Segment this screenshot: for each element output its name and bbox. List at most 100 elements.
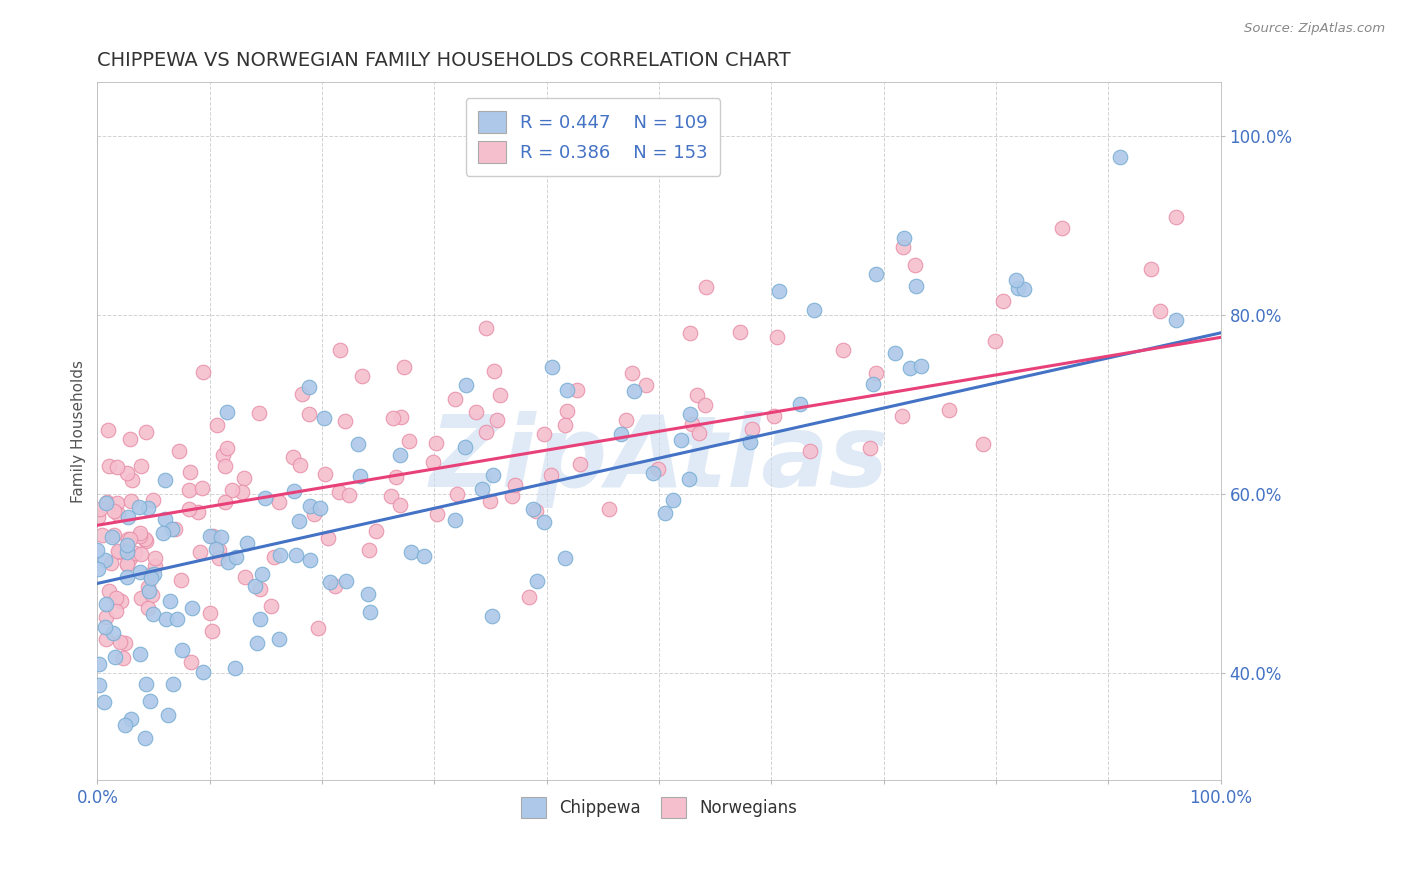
Point [1005, 273, 1028, 287]
Point [117, 544, 139, 558]
Point [621, 366, 644, 380]
Point [120, 494, 142, 508]
Point [385, 470, 408, 484]
Point [1007, 281, 1029, 295]
Point [470, 483, 492, 497]
Point [482, 364, 505, 378]
Point [554, 418, 576, 433]
Point [160, 522, 183, 536]
Point [177, 483, 200, 498]
Point [1166, 210, 1188, 224]
Point [87, 509, 110, 524]
Point [117, 532, 139, 546]
Point [249, 582, 271, 596]
Point [475, 321, 498, 335]
Point [129, 458, 152, 473]
Point [98, 583, 121, 598]
Point [389, 410, 412, 425]
Point [728, 325, 751, 339]
Point [91, 528, 114, 542]
Point [314, 411, 336, 425]
Point [335, 413, 357, 427]
Point [359, 542, 381, 557]
Point [380, 489, 402, 503]
Point [107, 507, 129, 521]
Point [121, 473, 143, 487]
Point [260, 599, 283, 613]
Point [762, 409, 785, 423]
Point [339, 487, 361, 501]
Point [533, 515, 555, 529]
Point [329, 343, 352, 357]
Point [152, 526, 174, 541]
Point [96, 494, 118, 508]
Point [567, 384, 589, 398]
Point [124, 546, 146, 560]
Point [141, 588, 163, 602]
Point [139, 567, 162, 582]
Point [105, 496, 128, 510]
Point [269, 548, 291, 562]
Point [526, 574, 548, 589]
Point [94, 632, 117, 647]
Point [413, 549, 436, 564]
Point [179, 465, 201, 479]
Point [555, 383, 578, 397]
Point [93, 695, 115, 709]
Point [598, 502, 620, 516]
Point [236, 535, 259, 549]
Point [399, 545, 422, 559]
Point [117, 466, 139, 480]
Point [319, 575, 342, 590]
Point [201, 624, 224, 639]
Point [422, 455, 444, 469]
Point [662, 492, 685, 507]
Point [349, 468, 371, 483]
Point [482, 468, 505, 483]
Point [643, 466, 665, 480]
Point [517, 590, 540, 604]
Point [533, 426, 555, 441]
Point [478, 493, 501, 508]
Point [554, 550, 576, 565]
Point [540, 468, 562, 483]
Point [129, 566, 152, 580]
Point [1149, 303, 1171, 318]
Point [138, 584, 160, 599]
Point [328, 485, 350, 500]
Point [799, 444, 821, 458]
Point [686, 388, 709, 402]
Point [105, 459, 128, 474]
Point [693, 398, 716, 412]
Point [298, 407, 321, 421]
Point [250, 567, 273, 582]
Point [209, 530, 232, 544]
Point [505, 477, 527, 491]
Point [191, 481, 214, 495]
Point [249, 612, 271, 626]
Point [198, 607, 221, 621]
Point [107, 544, 129, 558]
Point [134, 731, 156, 745]
Point [283, 483, 305, 498]
Point [200, 528, 222, 542]
Point [114, 635, 136, 649]
Point [623, 384, 645, 398]
Point [191, 665, 214, 679]
Point [253, 491, 276, 505]
Point [212, 448, 235, 462]
Point [135, 425, 157, 440]
Point [153, 474, 176, 488]
Point [865, 268, 887, 282]
Point [201, 528, 224, 542]
Point [291, 387, 314, 401]
Point [323, 579, 346, 593]
Point [308, 500, 330, 515]
Text: Source: ZipAtlas.com: Source: ZipAtlas.com [1244, 22, 1385, 36]
Point [634, 377, 657, 392]
Point [143, 559, 166, 574]
Point [454, 441, 477, 455]
Point [86, 543, 108, 558]
Point [695, 280, 717, 294]
Point [883, 346, 905, 360]
